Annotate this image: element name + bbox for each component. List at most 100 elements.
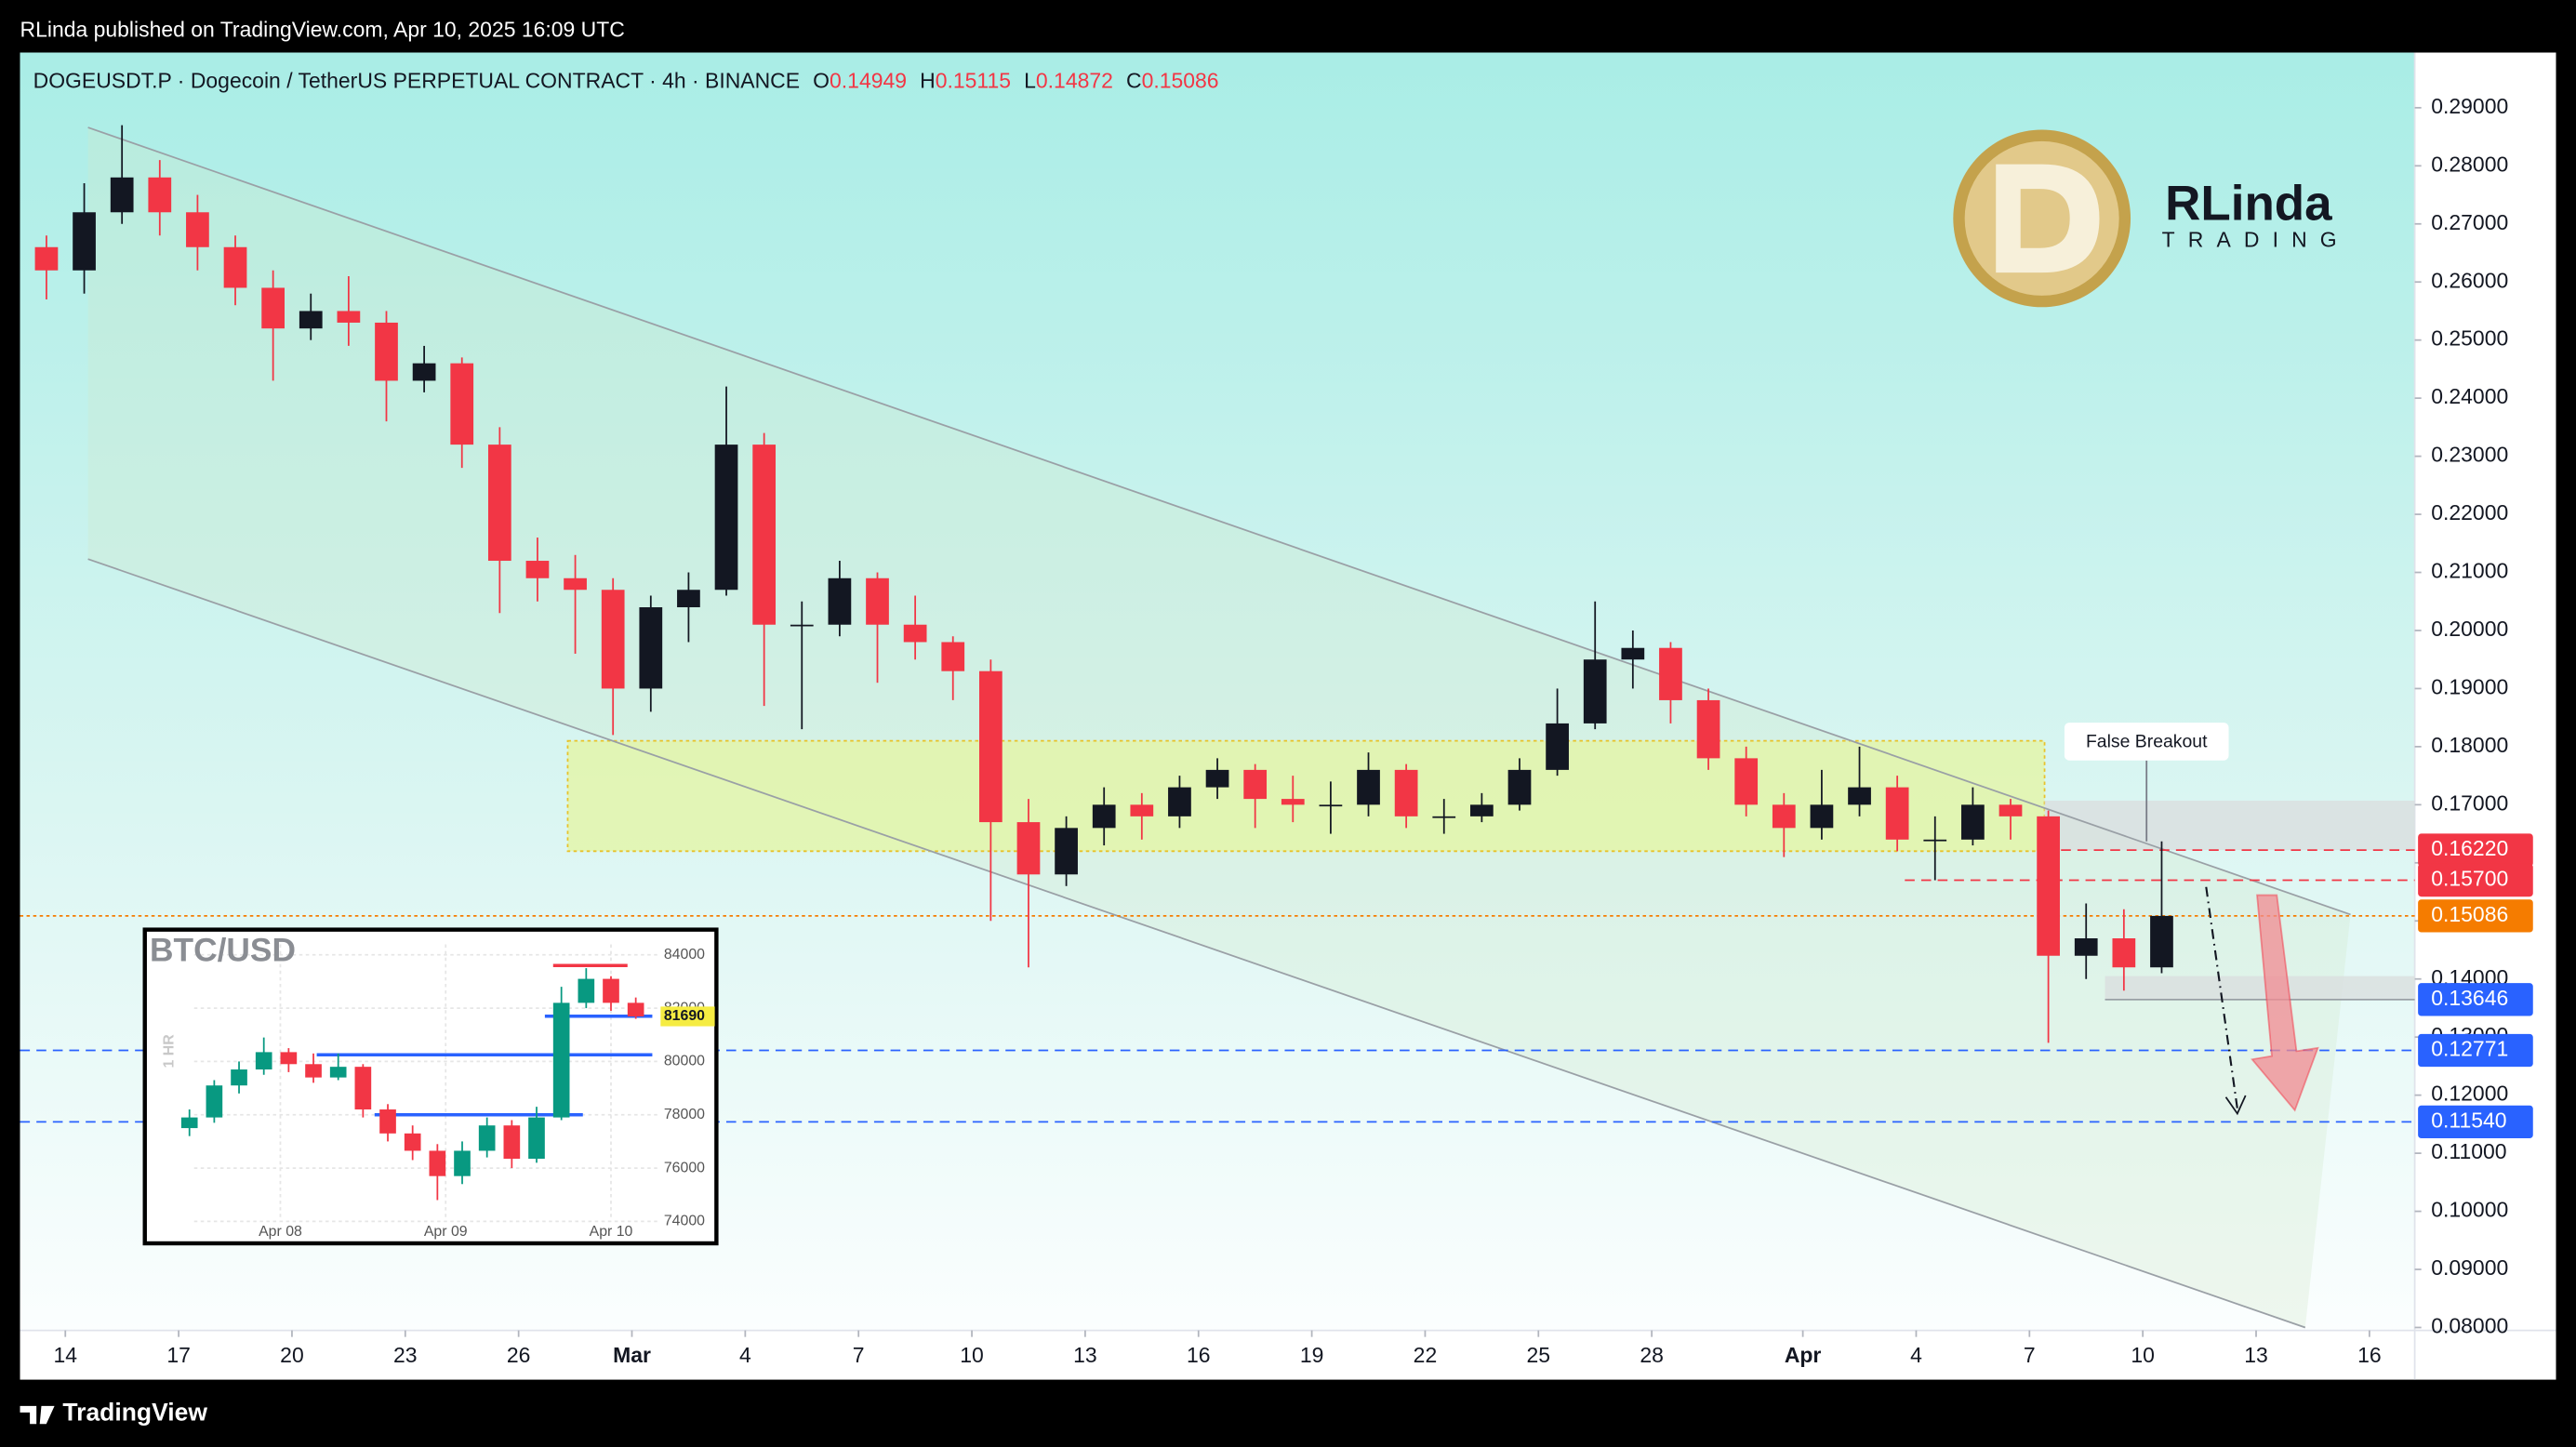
candle-body [1885,787,1909,840]
candle-body [752,445,777,625]
candle-body [677,590,700,607]
y-tick-label: 0.19000 [2431,674,2508,698]
candle-body [180,1117,198,1129]
price-marker [2418,863,2533,897]
x-tick-label: Apr 10 [590,1224,633,1240]
candle-body [1810,804,1834,829]
candle-body [603,978,619,1003]
price-marker-label: 0.15086 [2431,902,2508,926]
candle-body [329,1067,347,1078]
candle-body [148,177,172,213]
inset-y-label: 1 HR [161,1034,177,1069]
logo: RLinda TRADING [1953,129,2337,308]
inset-frame [142,927,719,1246]
candle-body [1848,787,1871,805]
candle-body [1583,659,1607,724]
y-tick-label: 78000 [664,1107,705,1122]
ohlc-value: 0.15086 [1142,68,1219,92]
price-marker [2418,1033,2533,1068]
brand: TradingView [62,1399,207,1427]
publisher: RLinda published on TradingView.com, Apr… [20,18,625,42]
x-tick-label: 19 [1300,1343,1324,1367]
candle-body [280,1052,298,1065]
candle-body [1016,822,1041,875]
ohlc-value: 0.14949 [830,68,907,92]
x-tick-label: 22 [1414,1343,1438,1367]
candle-body [528,1117,545,1160]
x-tick-label: Mar [613,1343,651,1367]
y-tick-label: 0.18000 [2431,733,2508,757]
candle-body [790,624,814,627]
ohlc-label: C [1126,68,1142,92]
logo-name: RLinda [2165,177,2332,232]
candle-body [186,212,209,247]
candle-body [866,577,889,625]
ohlc-value: 0.15115 [936,68,1011,92]
channel-line [87,558,2306,1329]
candle-body [1055,828,1078,875]
candle-body [639,606,663,689]
candle-body [450,363,474,445]
candle-body [2150,915,2173,968]
ohlc-value: 0.14872 [1036,68,1113,92]
price-marker-label: 0.15700 [2431,867,2508,891]
candle-body [487,445,511,562]
y-tick-label: 80000 [664,1054,705,1069]
x-tick-label: 13 [2244,1343,2268,1367]
candle-body [978,670,1003,823]
candle-body [255,1052,272,1070]
price-marker [2418,983,2533,1016]
y-tick-label: 0.27000 [2431,210,2508,234]
candle-body [1659,647,1682,700]
candle-body [941,642,965,671]
y-tick-label: 0.23000 [2431,443,2508,467]
candle-body [1998,804,2023,816]
footer: TradingView [20,1399,207,1427]
x-tick-label: 10 [960,1343,984,1367]
candle-body [2074,938,2098,956]
candle-body [261,287,285,329]
y-tick-label: 0.22000 [2431,500,2508,524]
y-tick-label: 0.26000 [2431,268,2508,292]
y-tick-label: 0.08000 [2431,1314,2508,1338]
x-tick-label: Apr [1785,1343,1822,1367]
zone [2105,976,2415,1000]
y-tick-label: 0.29000 [2431,94,2508,118]
zone [2044,800,2415,851]
x-tick-label: 14 [53,1343,77,1367]
candle-body [1961,804,1985,840]
candle-body [1205,769,1229,788]
y-tick-label: 0.20000 [2431,617,2508,641]
candle-body [828,577,852,625]
candle-body [578,978,595,1003]
y-tick-label: 0.10000 [2431,1198,2508,1222]
symbol-title: DOGEUSDT.P · Dogecoin / TetherUS PERPETU… [33,68,800,92]
candle-body [1734,758,1759,805]
y-tick-label: 0.28000 [2431,152,2508,176]
candle-body [1432,816,1456,818]
candle-body [1130,804,1154,816]
price-marker [2418,899,2533,933]
y-tick-label: 0.25000 [2431,326,2508,351]
x-tick-label: 28 [1640,1343,1664,1367]
price-marker-label: 81690 [664,1008,705,1024]
down-arrow [2251,894,2319,1112]
inset-chart: 840008200080000780007600074000Apr 08Apr … [142,927,719,1246]
candle-body [1281,799,1305,805]
candle-body [412,363,436,381]
candle-body [714,445,738,591]
x-tick-label: 4 [1910,1343,1922,1367]
candle-body [231,1069,247,1086]
symbol-header: DOGEUSDT.P · Dogecoin / TetherUS PERPETU… [33,68,1219,92]
candle-body [299,311,323,329]
x-tick-label: 16 [1187,1343,1211,1367]
zone [566,739,2046,853]
price-marker-label: 0.16220 [2431,836,2508,860]
candle-body [110,177,134,213]
candle-body [34,246,59,271]
x-tick-label: 10 [2131,1343,2155,1367]
candle-body [206,1085,223,1118]
candle-body [2037,816,2060,956]
candle-body [73,212,96,271]
